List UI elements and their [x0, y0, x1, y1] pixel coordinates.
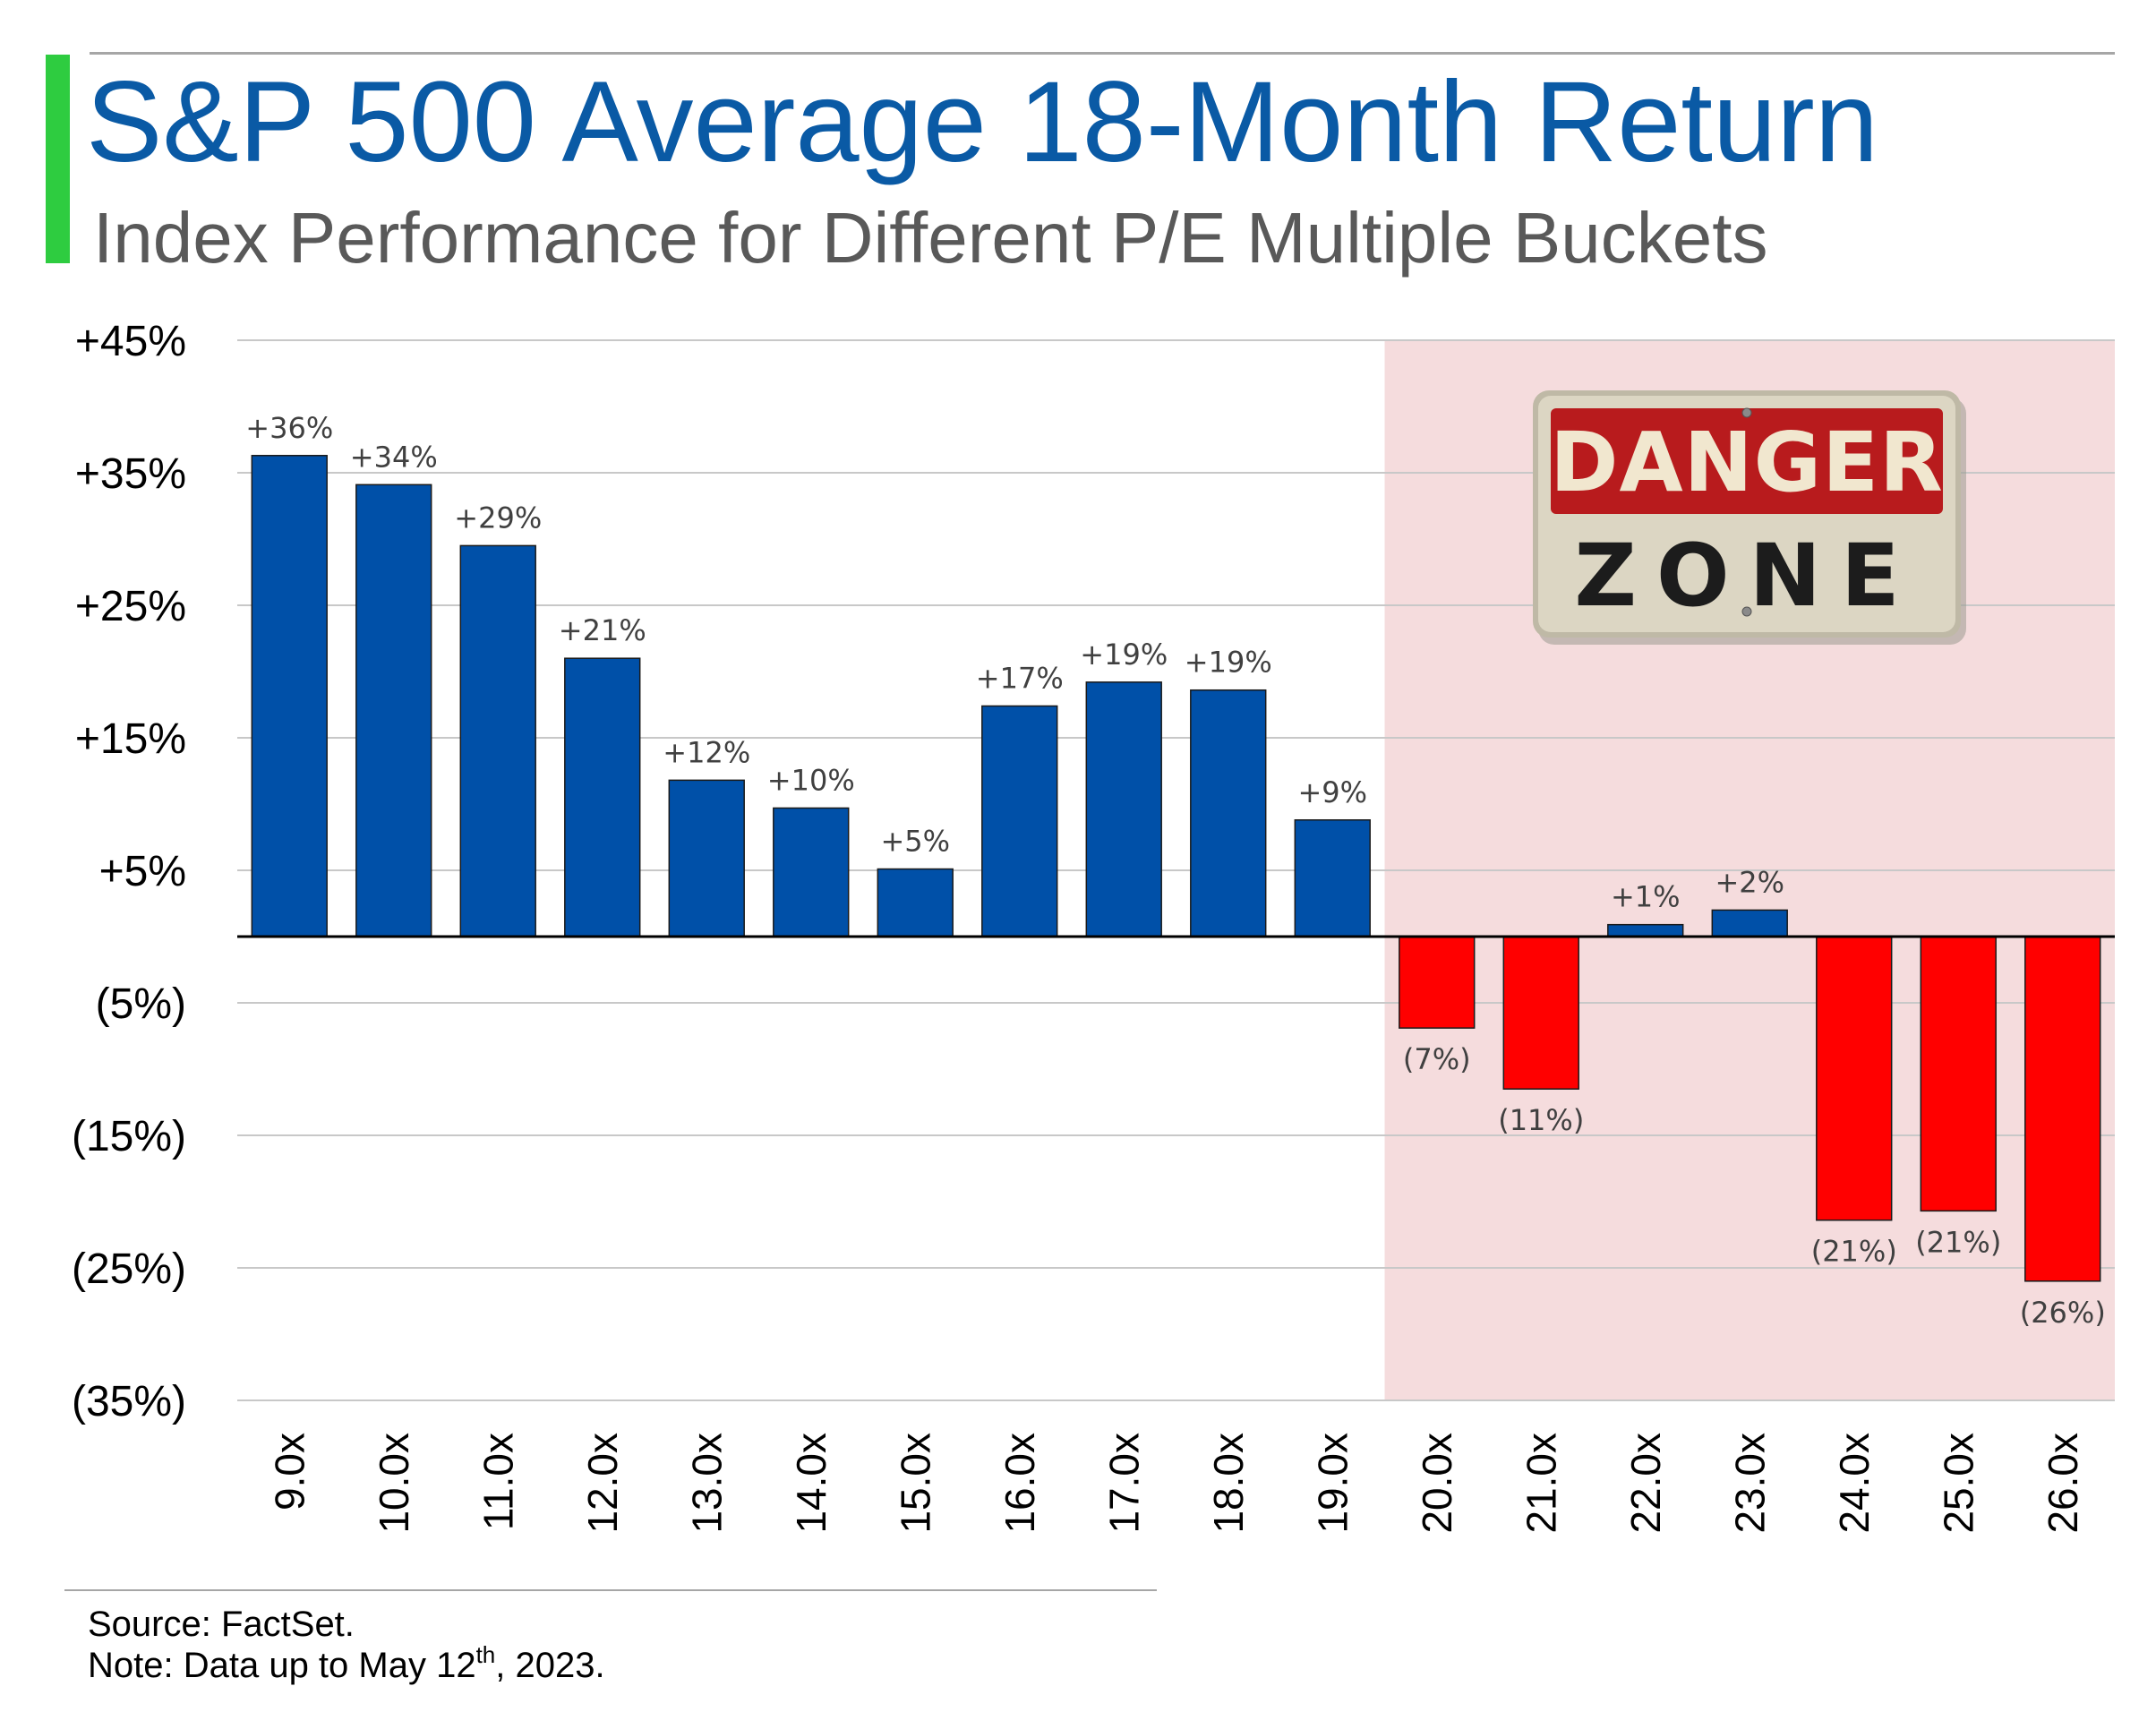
- bar: [2024, 936, 2101, 1282]
- y-axis-tick-labels: +45% +35% +25% +15% +5% (5%) (15%) (25%) (35%): [72, 318, 186, 1425]
- bar: [981, 705, 1058, 937]
- x-tick-label: 12.0x: [579, 1433, 626, 1534]
- data-label: (21%): [1915, 1225, 2001, 1259]
- data-label: +2%: [1715, 865, 1784, 899]
- x-axis-tick-labels: 9.0x 10.0x 11.0x 12.0x 13.0x 14.0x 15.0x 16.0x 1…: [266, 1433, 2086, 1534]
- data-label: +12%: [663, 735, 750, 769]
- data-label: +5%: [880, 825, 950, 859]
- bar: [877, 868, 954, 937]
- y-tick-label: (5%): [96, 980, 186, 1028]
- bar: [773, 807, 850, 937]
- bar: [1399, 936, 1476, 1029]
- data-label: (7%): [1403, 1042, 1471, 1076]
- data-label: +1%: [1611, 880, 1681, 914]
- x-tick-label: 10.0x: [371, 1433, 417, 1534]
- data-label: +29%: [454, 501, 542, 535]
- bar: [1711, 909, 1788, 937]
- top-divider: [90, 52, 2115, 55]
- chart-subtitle: Index Performance for Different P/E Mult…: [93, 198, 1768, 278]
- y-tick-label: +5%: [99, 848, 186, 895]
- data-label: (11%): [1498, 1103, 1584, 1137]
- x-tick-label: 13.0x: [683, 1433, 730, 1534]
- data-label: +19%: [1080, 638, 1168, 672]
- danger-zone-sign: DANGER ZONE: [1533, 390, 1966, 645]
- x-tick-label: 21.0x: [1518, 1433, 1564, 1534]
- title-accent-bar: [46, 55, 70, 263]
- bar: [251, 455, 328, 937]
- bar: [1085, 681, 1162, 937]
- y-tick-label: +25%: [75, 583, 186, 630]
- x-tick-label: 24.0x: [1831, 1433, 1878, 1534]
- y-tick-label: +45%: [75, 318, 186, 365]
- chart-title: S&P 500 Average 18-Month Return: [86, 58, 1878, 186]
- data-label: +34%: [350, 440, 438, 474]
- x-tick-label: 20.0x: [1414, 1433, 1460, 1534]
- y-tick-label: (15%): [72, 1113, 186, 1160]
- x-tick-label: 23.0x: [1726, 1433, 1773, 1534]
- data-label: +19%: [1185, 646, 1272, 680]
- bar: [1920, 936, 1997, 1212]
- y-tick-label: (35%): [72, 1378, 186, 1425]
- x-tick-label: 26.0x: [2040, 1433, 2086, 1534]
- x-tick-label: 14.0x: [788, 1433, 834, 1534]
- bar: [459, 544, 536, 937]
- x-tick-label: 18.0x: [1205, 1433, 1252, 1534]
- bars: [251, 455, 2101, 1282]
- x-tick-label: 15.0x: [892, 1433, 938, 1534]
- data-label: (21%): [1811, 1235, 1897, 1269]
- x-tick-label: 22.0x: [1622, 1433, 1669, 1534]
- data-label: +17%: [976, 661, 1064, 695]
- data-label: +10%: [767, 763, 855, 797]
- x-tick-label: 9.0x: [266, 1433, 312, 1511]
- y-tick-label: (25%): [72, 1245, 186, 1293]
- data-label: +9%: [1297, 775, 1367, 809]
- x-tick-label: 16.0x: [997, 1433, 1043, 1534]
- danger-sign-line2: ZONE: [1574, 526, 1919, 626]
- x-tick-label: 19.0x: [1309, 1433, 1356, 1534]
- bar: [1294, 819, 1371, 937]
- bar: [355, 484, 432, 937]
- danger-sign-line1: DANGER: [1550, 415, 1944, 510]
- x-tick-label: 25.0x: [1935, 1433, 1981, 1534]
- data-labels: +36% +34% +29% +21% +12% +10% +5% +17% +19% +19% +…: [245, 411, 2106, 1330]
- bar: [1190, 689, 1267, 937]
- data-label: (26%): [2020, 1296, 2106, 1330]
- bar: [668, 779, 745, 937]
- bar: [1607, 923, 1684, 937]
- y-tick-label: +35%: [75, 450, 186, 498]
- bar: [1816, 936, 1893, 1221]
- y-tick-label: +15%: [75, 715, 186, 763]
- data-label: +36%: [245, 411, 333, 445]
- x-tick-label: 17.0x: [1100, 1433, 1147, 1534]
- data-date-note: Note: Data up to May 12th, 2023.: [88, 1641, 605, 1685]
- x-tick-label: 11.0x: [475, 1433, 521, 1530]
- gridlines: [237, 339, 2115, 1401]
- data-label: +21%: [559, 613, 646, 647]
- footer-divider: [64, 1589, 1157, 1591]
- bar: [1502, 936, 1579, 1090]
- source-note: Source: FactSet.: [88, 1605, 355, 1644]
- bar: [564, 657, 641, 937]
